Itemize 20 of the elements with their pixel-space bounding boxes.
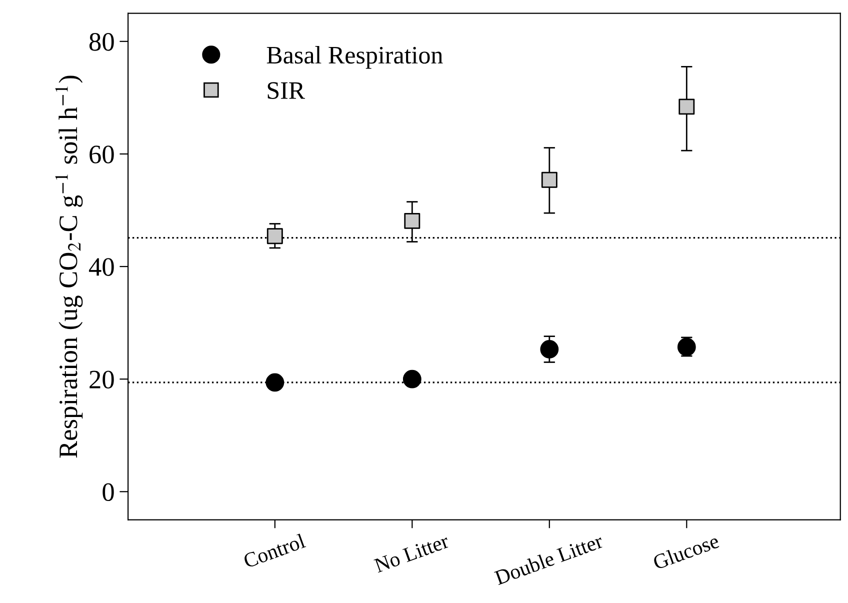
legend-label: Basal Respiration bbox=[266, 46, 443, 69]
y-tick-label: 80 bbox=[89, 33, 114, 51]
x-tick-label: No Litter bbox=[374, 534, 450, 573]
y-tick-label: 40 bbox=[88, 258, 114, 276]
point bbox=[404, 212, 420, 229]
point bbox=[266, 373, 284, 392]
point bbox=[541, 172, 558, 188]
x-tick-label: Glucose bbox=[652, 533, 720, 570]
y-axis-title: Respiration (ug CO$_{2}$-C g$^{−1}$ soil h$^{−1}$) bbox=[55, 76, 83, 458]
point bbox=[677, 338, 696, 356]
x-tick-label: Control bbox=[242, 533, 306, 568]
legend-label: SIR bbox=[268, 82, 306, 99]
y-tick-label: 60 bbox=[90, 146, 114, 164]
point bbox=[540, 340, 559, 358]
point bbox=[402, 370, 422, 388]
y-tick-label: 0 bbox=[102, 483, 114, 502]
point bbox=[266, 228, 283, 244]
point bbox=[678, 98, 695, 115]
x-tick-label: Double Litter bbox=[494, 533, 604, 586]
y-tick-label: 20 bbox=[90, 370, 114, 388]
